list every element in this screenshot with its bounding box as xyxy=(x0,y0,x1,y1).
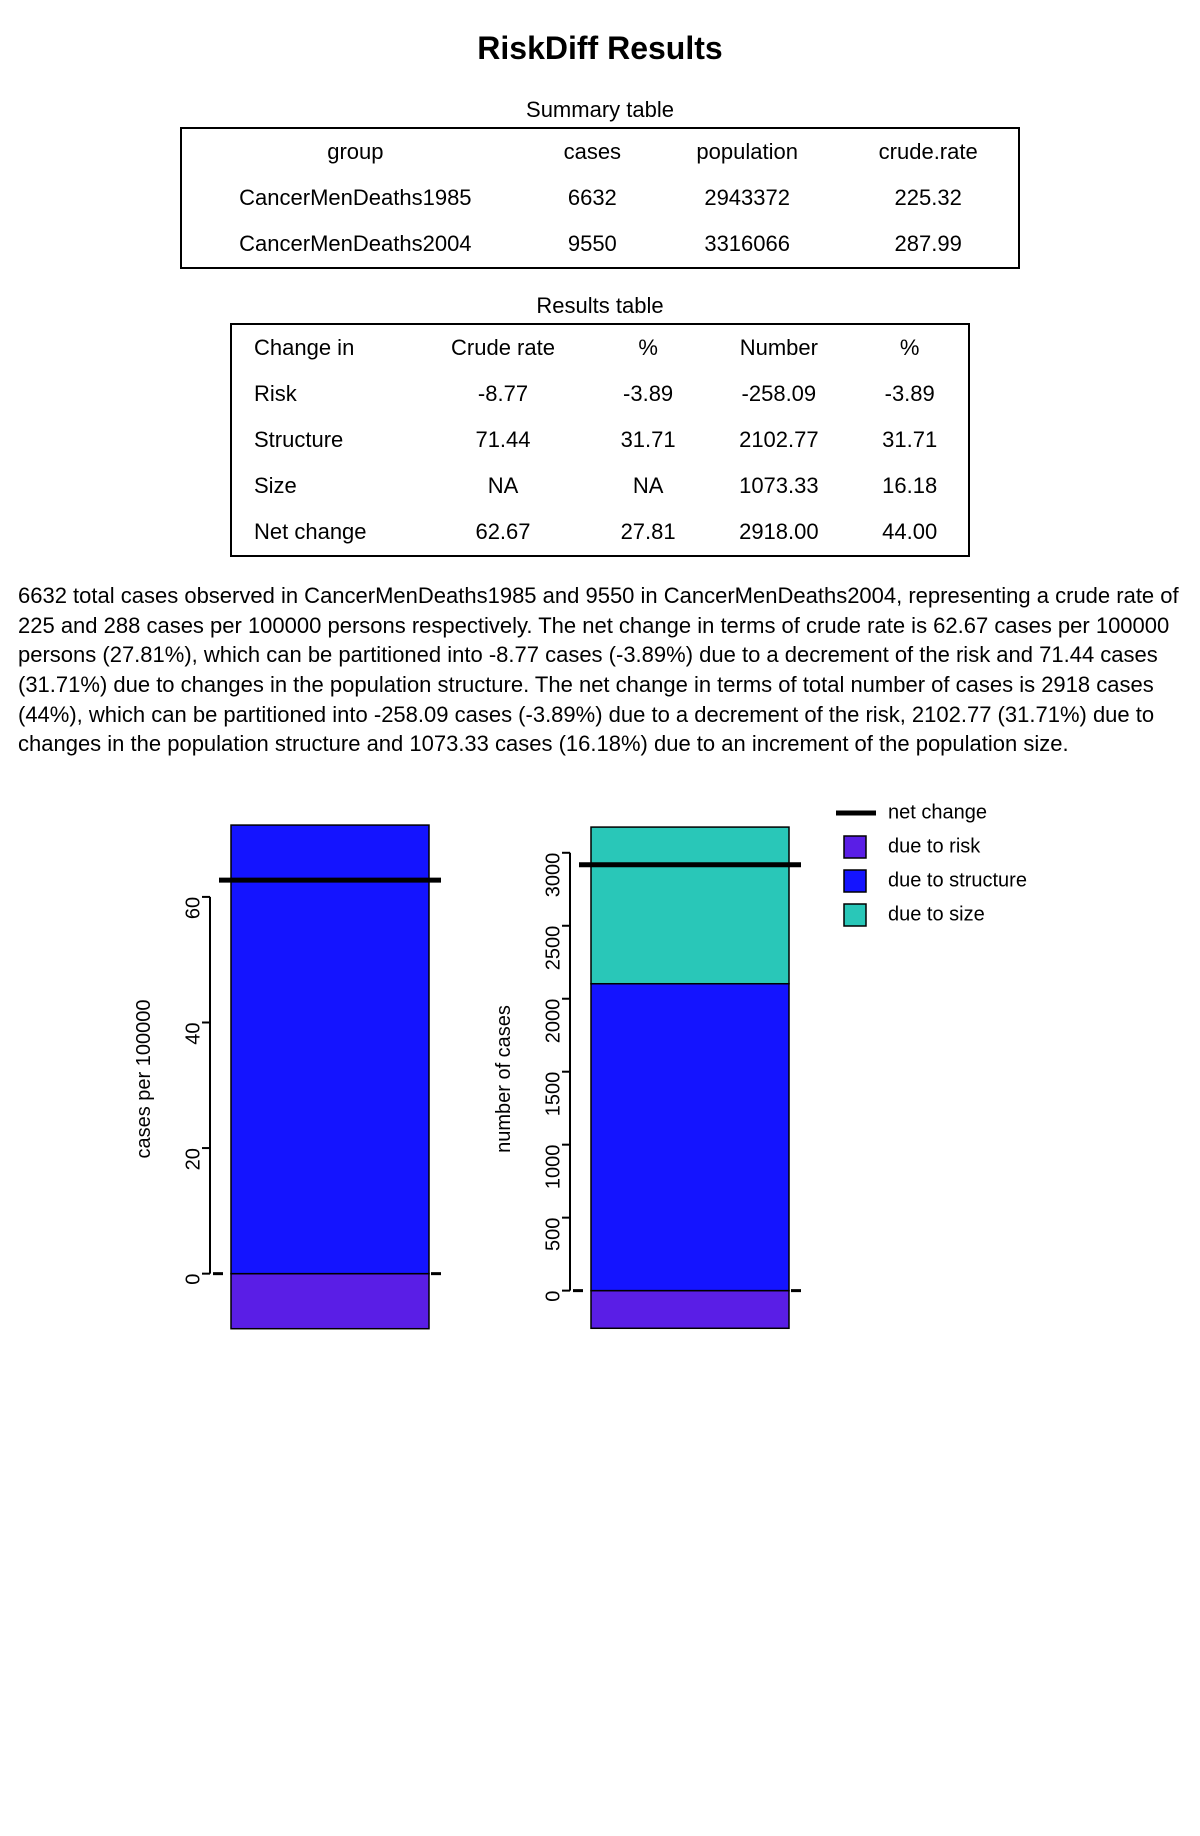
description-paragraph: 6632 total cases observed in CancerMenDe… xyxy=(18,581,1182,759)
svg-text:1000: 1000 xyxy=(542,1145,564,1190)
table-row: CancerMenDeaths198566322943372225.32 xyxy=(181,175,1019,221)
table-header: Number xyxy=(706,324,851,371)
summary-table: groupcasespopulationcrude.rateCancerMenD… xyxy=(180,127,1020,269)
chart-cases-per-100000: 0 20 40 60 cases per 100000 xyxy=(110,789,450,1369)
legend-label: due to structure xyxy=(888,869,1027,891)
table-row: Structure71.4431.712102.7731.71 xyxy=(231,417,969,463)
table-header: crude.rate xyxy=(838,128,1019,175)
table-header: Crude rate xyxy=(416,324,590,371)
svg-text:0: 0 xyxy=(542,1291,564,1302)
svg-text:3000: 3000 xyxy=(542,853,564,898)
table-row: Net change62.6727.812918.0044.00 xyxy=(231,509,969,556)
table-row: SizeNANA1073.3316.18 xyxy=(231,463,969,509)
svg-text:500: 500 xyxy=(542,1218,564,1251)
table-header: group xyxy=(181,128,529,175)
table-row: Risk-8.77-3.89-258.09-3.89 xyxy=(231,371,969,417)
page-title: RiskDiff Results xyxy=(10,30,1190,67)
results-table: Change inCrude rate%Number%Risk-8.77-3.8… xyxy=(230,323,970,557)
table-row: CancerMenDeaths200495503316066287.99 xyxy=(181,221,1019,268)
results-table-caption: Results table xyxy=(10,293,1190,319)
table-header: population xyxy=(656,128,838,175)
legend-label: net change xyxy=(888,801,987,823)
legend-label: due to risk xyxy=(888,835,981,857)
svg-text:0: 0 xyxy=(182,1274,204,1285)
table-header: Change in xyxy=(231,324,416,371)
svg-text:number of cases: number of cases xyxy=(493,1005,515,1153)
legend-label: due to size xyxy=(888,903,985,925)
svg-text:20: 20 xyxy=(182,1148,204,1170)
svg-text:60: 60 xyxy=(182,897,204,919)
table-header: % xyxy=(851,324,969,371)
summary-table-caption: Summary table xyxy=(10,97,1190,123)
chart-number-of-cases: 0 500 1000 1500 2000 2500 3000 number of cases xyxy=(470,789,810,1369)
table-header: % xyxy=(590,324,706,371)
svg-text:1500: 1500 xyxy=(542,1072,564,1117)
charts-container: 0 20 40 60 cases per 100000 0 500 1000 1500 2000… xyxy=(10,789,1190,1369)
svg-text:cases per 100000: cases per 100000 xyxy=(133,1000,155,1159)
chart-legend: net change due to risk due to structure due… xyxy=(830,789,1090,989)
table-header: cases xyxy=(529,128,656,175)
svg-text:2000: 2000 xyxy=(542,999,564,1044)
svg-text:2500: 2500 xyxy=(542,926,564,971)
svg-text:40: 40 xyxy=(182,1023,204,1045)
